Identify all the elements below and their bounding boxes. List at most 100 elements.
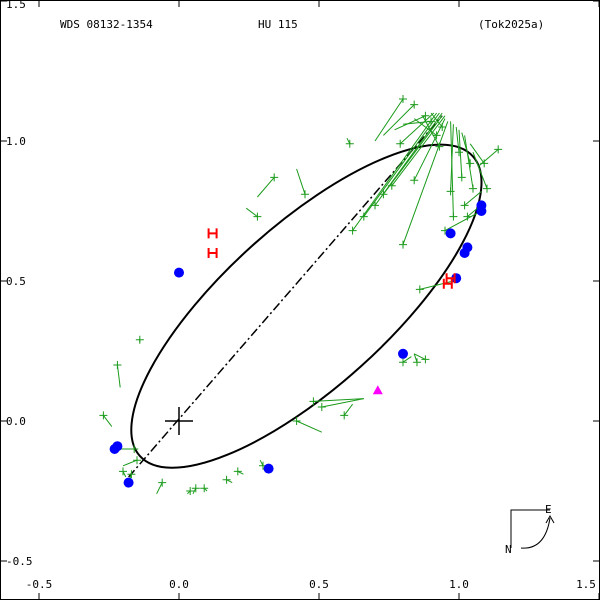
micrometer-point bbox=[158, 478, 167, 487]
residual-line bbox=[156, 482, 163, 495]
micrometer-point bbox=[317, 403, 326, 411]
y-tick-label: 0.5 bbox=[6, 275, 26, 288]
speckle-point bbox=[123, 477, 134, 488]
micrometer-point bbox=[463, 212, 472, 221]
micrometer-point bbox=[309, 397, 318, 406]
micrometer-point bbox=[494, 145, 503, 154]
residual-line bbox=[383, 104, 415, 136]
residual-line bbox=[461, 132, 471, 164]
y-tick-label: 1.5 bbox=[6, 0, 26, 11]
residual-line bbox=[394, 115, 426, 131]
residual-line bbox=[444, 210, 482, 232]
micrometer-point bbox=[438, 123, 447, 131]
micrometer-point bbox=[455, 148, 463, 157]
micrometer-point bbox=[415, 285, 424, 294]
micrometer-point bbox=[387, 181, 396, 190]
speckle-point bbox=[445, 228, 456, 239]
micrometer-point bbox=[466, 159, 475, 168]
y-tick-label: -0.5 bbox=[6, 555, 33, 568]
residual-line bbox=[472, 152, 488, 189]
micrometer-point bbox=[253, 212, 262, 221]
micrometer-point bbox=[410, 100, 419, 109]
micrometer-point bbox=[130, 445, 139, 453]
orbit-layer bbox=[130, 143, 483, 469]
marker-layer bbox=[99, 95, 503, 495]
residual-line bbox=[374, 98, 404, 142]
micrometer-point bbox=[340, 411, 349, 420]
residual-line bbox=[413, 118, 446, 181]
micrometer-point bbox=[135, 335, 144, 344]
compass-north-label: N bbox=[505, 543, 512, 556]
interferometric-point bbox=[445, 273, 456, 284]
micrometer-point bbox=[399, 358, 407, 367]
micrometer-point bbox=[446, 187, 455, 196]
orbit-ellipse bbox=[130, 143, 483, 469]
residual-line bbox=[296, 168, 306, 195]
micrometer-point bbox=[113, 361, 122, 369]
discoverer-label: HU 115 bbox=[258, 18, 298, 31]
residual-line bbox=[413, 353, 426, 360]
micrometer-point bbox=[186, 487, 195, 495]
residual-line bbox=[321, 398, 364, 408]
micrometer-point bbox=[413, 358, 421, 367]
primary-star-layer bbox=[165, 407, 193, 435]
micrometer-point bbox=[427, 117, 435, 126]
micrometer-point bbox=[432, 131, 441, 140]
x-tick-label: -0.5 bbox=[26, 578, 53, 591]
residual-line bbox=[391, 115, 446, 187]
residual-line bbox=[469, 143, 485, 164]
micrometer-point bbox=[371, 201, 379, 210]
micrometer-point bbox=[99, 411, 108, 420]
micrometer-point bbox=[359, 212, 368, 221]
residual-line bbox=[382, 115, 443, 195]
residual-line bbox=[313, 398, 364, 402]
interferometric-point bbox=[442, 278, 453, 289]
micrometer-point bbox=[119, 467, 127, 476]
residual-layer bbox=[103, 98, 499, 495]
micrometer-point bbox=[222, 475, 231, 484]
y-tick-label: 1.0 bbox=[6, 135, 26, 148]
micrometer-point bbox=[457, 173, 466, 182]
x-tick-label: 0.5 bbox=[309, 578, 329, 591]
residual-line bbox=[399, 112, 435, 145]
speckle-point bbox=[462, 242, 473, 253]
micrometer-point bbox=[399, 240, 407, 249]
residual-line bbox=[343, 403, 354, 416]
compass-rotation-arrow bbox=[520, 517, 551, 549]
micrometer-point bbox=[345, 139, 354, 148]
micrometer-point bbox=[469, 184, 477, 193]
micrometer-point bbox=[191, 484, 200, 493]
residual-line bbox=[122, 459, 138, 467]
x-tick-label: 0.0 bbox=[169, 578, 189, 591]
micrometer-point bbox=[421, 355, 430, 364]
micrometer-point bbox=[483, 184, 491, 193]
compass-north-arm bbox=[510, 509, 550, 548]
speckle-point bbox=[174, 267, 184, 278]
residual-line bbox=[245, 207, 258, 218]
micrometer-point bbox=[133, 456, 141, 465]
compass-arrowhead bbox=[545, 514, 555, 524]
residual-line bbox=[402, 356, 412, 363]
residual-line bbox=[419, 280, 454, 290]
micrometer-point bbox=[410, 176, 419, 185]
compass: E N bbox=[505, 503, 555, 556]
micrometer-point bbox=[399, 95, 407, 103]
residual-line bbox=[296, 420, 323, 433]
speckle-point bbox=[263, 463, 274, 474]
residual-line bbox=[257, 177, 275, 198]
micrometer-point bbox=[301, 190, 309, 199]
micrometer-point bbox=[270, 173, 279, 182]
predicted-position-marker bbox=[372, 385, 383, 395]
residual-line bbox=[464, 135, 474, 189]
line-of-nodes bbox=[128, 115, 443, 478]
speckle-point bbox=[476, 206, 487, 216]
residual-line bbox=[455, 126, 460, 153]
residual-line bbox=[103, 415, 113, 427]
x-tick-label: 1.0 bbox=[449, 578, 469, 591]
speckle-point bbox=[398, 348, 408, 359]
residual-line bbox=[450, 124, 454, 192]
micrometer-point bbox=[127, 470, 136, 479]
micrometer-point bbox=[348, 226, 357, 235]
micrometer-point bbox=[421, 111, 430, 120]
